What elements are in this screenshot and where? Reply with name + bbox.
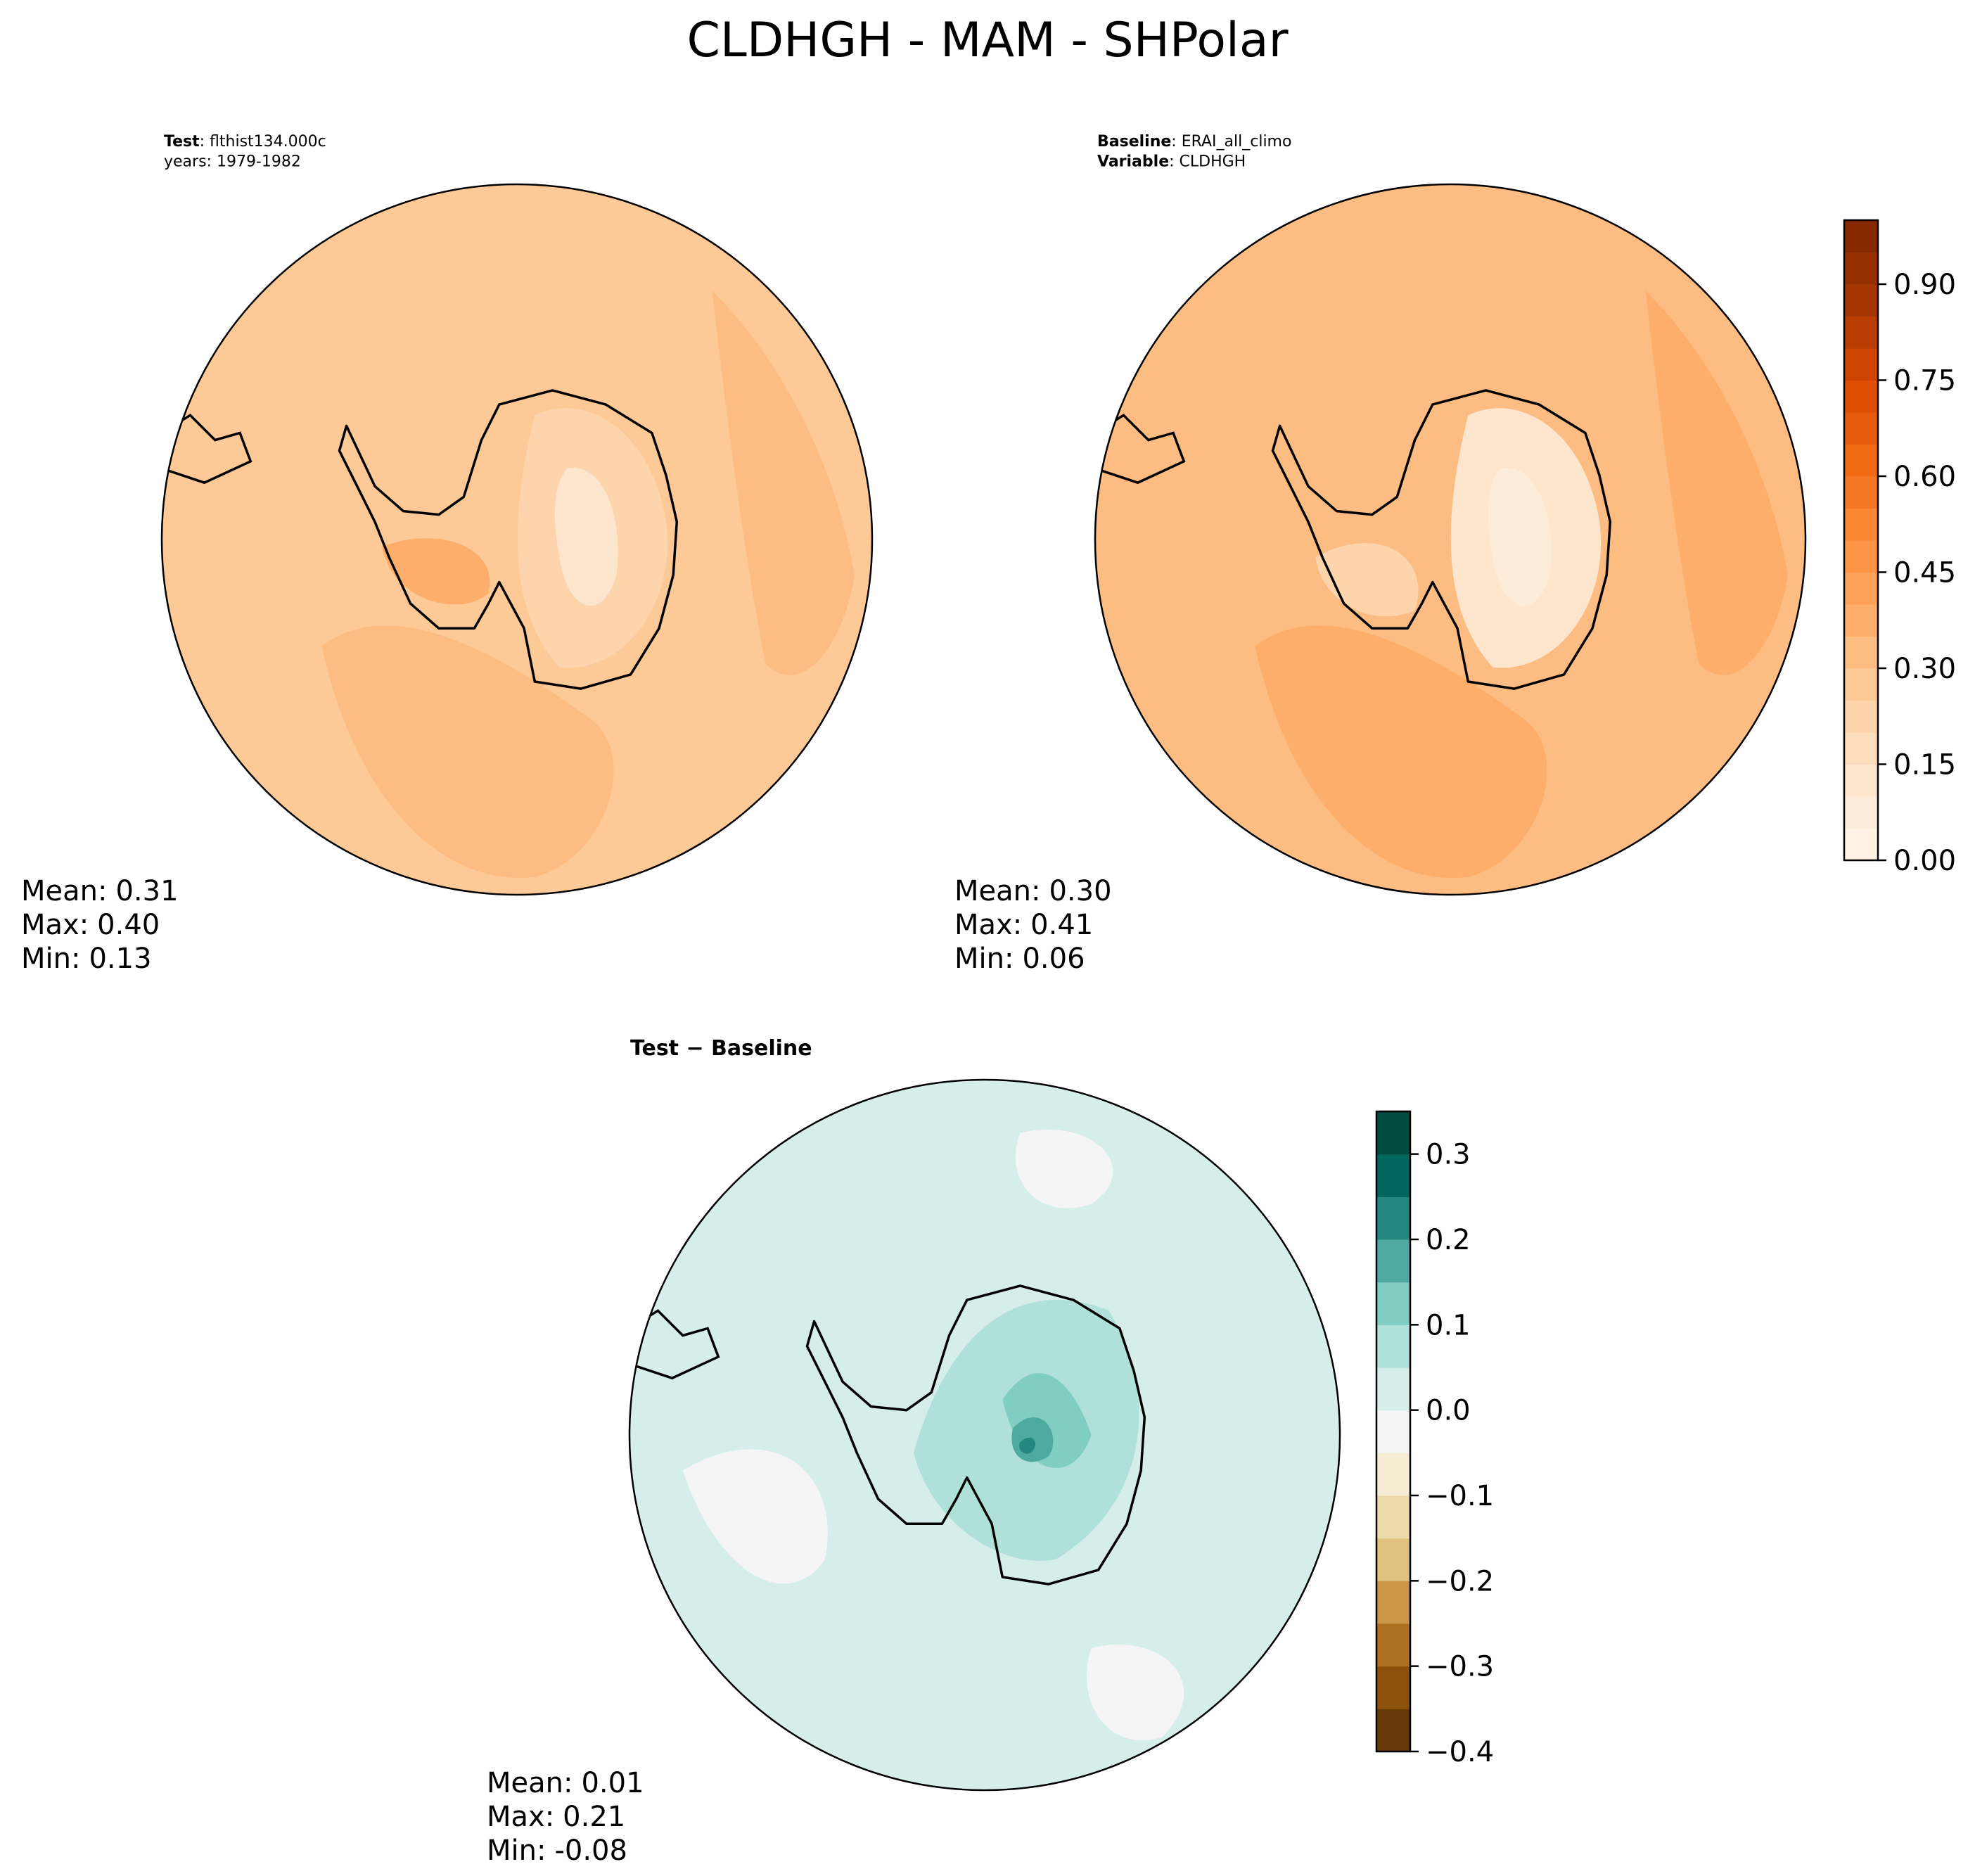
colorbar-segment — [1844, 732, 1878, 765]
colorbar-tick-label: −0.2 — [1426, 1565, 1494, 1597]
colorbar-tick-label: 0.0 — [1426, 1395, 1471, 1427]
header-key: Baseline — [1097, 133, 1171, 151]
colorbar-segment — [1844, 284, 1878, 317]
colorbar-tick-label: −0.1 — [1426, 1480, 1494, 1512]
colorbar-segment — [1376, 1154, 1410, 1197]
colorbar-segment — [1376, 1111, 1410, 1154]
colorbar-segment — [1844, 220, 1878, 253]
stat-label: Max: — [954, 909, 1022, 941]
colorbar-segment — [1376, 1623, 1410, 1666]
stat-value: 0.31 — [115, 875, 178, 907]
header-key: Test − Baseline — [630, 1036, 812, 1061]
colorbar-tick-label: 0.15 — [1893, 749, 1956, 781]
stat-label: Min: — [954, 943, 1014, 975]
stat-value: 0.13 — [89, 943, 151, 975]
colorbar-tick-label: 0.30 — [1893, 653, 1956, 685]
colorbar-segment — [1844, 573, 1878, 605]
header-key: Variable — [1097, 153, 1169, 171]
colorbar-tick-label: 0.00 — [1893, 845, 1956, 877]
colorbar-segment — [1376, 1282, 1410, 1325]
colorbar-tick-label: −0.3 — [1426, 1651, 1494, 1683]
colorbar-segment — [1376, 1538, 1410, 1581]
colorbar-segment — [1844, 604, 1878, 637]
panel-header-line: Test: flthist134.000c — [164, 133, 326, 151]
stat-label: Min: — [487, 1834, 546, 1867]
colorbar-segment — [1376, 1410, 1410, 1453]
stat-line: Min: 0.13 — [21, 943, 152, 975]
stat-line: Max: 0.40 — [21, 909, 160, 941]
colorbar-tick-label: 0.90 — [1893, 269, 1956, 301]
panel-header-line: Variable: CLDHGH — [1097, 153, 1246, 171]
colorbar-segment — [1844, 381, 1878, 413]
header-value: : ERAI_all_climo — [1171, 133, 1291, 151]
colorbar-tick-label: −0.4 — [1426, 1736, 1494, 1768]
stat-line: Max: 0.41 — [954, 909, 1093, 941]
stat-line: Mean: 0.01 — [487, 1767, 644, 1799]
colorbar-segment — [1376, 1581, 1410, 1623]
colorbar-segment — [1844, 796, 1878, 829]
colorbar-segment — [1376, 1666, 1410, 1709]
stat-label: Mean: — [487, 1767, 573, 1799]
colorbar-segment — [1844, 509, 1878, 541]
stat-value: 0.40 — [97, 909, 160, 941]
colorbar-segment — [1844, 765, 1878, 797]
header-value: : CLDHGH — [1169, 153, 1246, 171]
panel-header-line: Test − Baseline — [630, 1036, 812, 1061]
panel-header-line: Baseline: ERAI_all_climo — [1097, 133, 1291, 151]
colorbar-segment — [1376, 1453, 1410, 1495]
stat-value: 0.21 — [563, 1801, 625, 1833]
colorbar-segment — [1376, 1239, 1410, 1282]
stat-value: 0.01 — [581, 1767, 644, 1799]
stat-line: Max: 0.21 — [487, 1801, 625, 1833]
colorbar-segment — [1844, 317, 1878, 349]
stat-value: 0.06 — [1022, 943, 1085, 975]
stat-label: Min: — [21, 943, 80, 975]
colorbar-segment — [1844, 476, 1878, 509]
colorbar-segment — [1844, 829, 1878, 861]
stat-value: 0.30 — [1049, 875, 1111, 907]
colorbar-tick-label: 0.1 — [1426, 1309, 1471, 1341]
colorbar-2: 0.00 0.15 0.30 0.45 0.60 0.75 0.90 — [1844, 220, 1956, 877]
stat-line: Mean: 0.30 — [954, 875, 1112, 907]
figure-title: CLDHGH - MAM - SHPolar — [686, 13, 1288, 68]
stat-line: Mean: 0.31 — [21, 875, 179, 907]
colorbar-segment — [1844, 348, 1878, 381]
stat-label: Mean: — [954, 875, 1040, 907]
header-key: Test — [164, 133, 200, 151]
colorbar-tick-label: 0.2 — [1426, 1224, 1471, 1256]
colorbar-segment — [1844, 701, 1878, 733]
colorbar-segment — [1844, 445, 1878, 477]
header-value: : flthist134.000c — [200, 133, 326, 151]
colorbar-3: −0.4 −0.3 −0.2 −0.1 0.0 0.1 0.2 0.3 — [1376, 1111, 1494, 1768]
stat-label: Mean: — [21, 875, 107, 907]
colorbar-segment — [1376, 1367, 1410, 1410]
stat-label: Max: — [21, 909, 89, 941]
colorbar-tick-label: 0.75 — [1893, 365, 1956, 397]
colorbar-segment — [1376, 1495, 1410, 1538]
header-value: years: 1979-1982 — [164, 153, 301, 171]
colorbar-segment — [1844, 668, 1878, 701]
colorbar-tick-label: 0.60 — [1893, 461, 1956, 493]
colorbar-segment — [1844, 637, 1878, 669]
stat-value: 0.41 — [1030, 909, 1093, 941]
stat-value: -0.08 — [554, 1834, 627, 1867]
stat-line: Min: -0.08 — [487, 1834, 627, 1867]
stat-line: Min: 0.06 — [954, 943, 1085, 975]
colorbar-tick-label: 0.45 — [1893, 557, 1956, 589]
colorbar-tick-label: 0.3 — [1426, 1139, 1471, 1171]
colorbar-segment — [1376, 1325, 1410, 1367]
stat-label: Max: — [487, 1801, 554, 1833]
colorbar-segment — [1844, 540, 1878, 573]
map-panel-1: Test: flthist134.000c years: 1979-1982 Mea… — [21, 133, 872, 975]
colorbar-segment — [1376, 1197, 1410, 1239]
colorbar-segment — [1844, 412, 1878, 445]
colorbar-segment — [1844, 253, 1878, 285]
colorbar-segment — [1376, 1709, 1410, 1751]
panel-header-line: years: 1979-1982 — [164, 153, 301, 171]
